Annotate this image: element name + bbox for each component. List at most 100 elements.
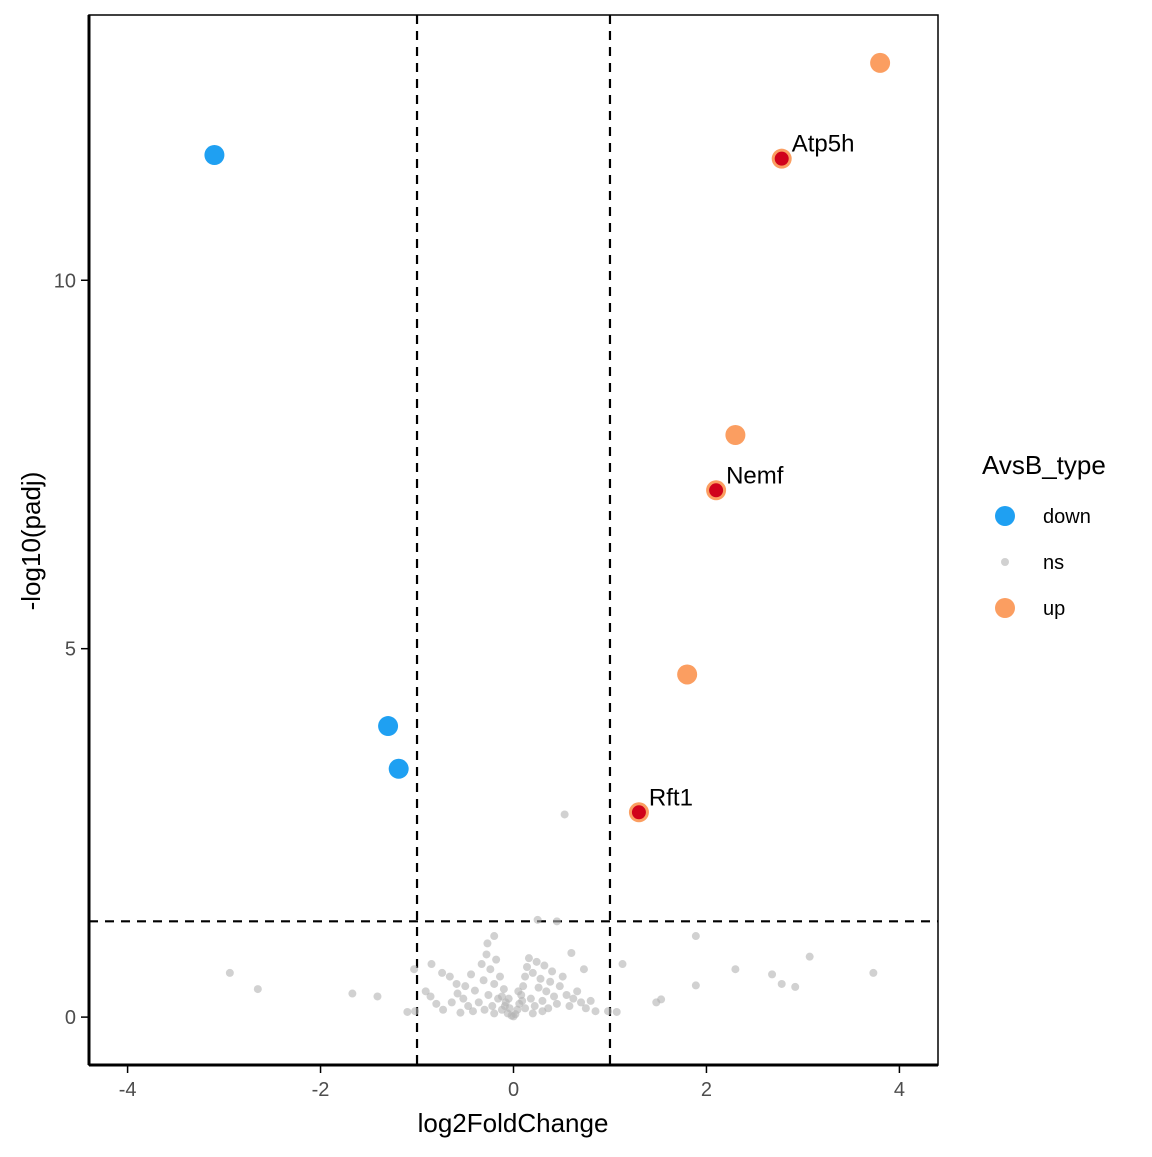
plot-panel-border [88, 14, 939, 1066]
data-point-ns [805, 952, 814, 961]
data-point-ns [483, 939, 492, 948]
data-point-ns [447, 998, 456, 1007]
data-point-ns [490, 979, 499, 988]
data-point-ns [514, 987, 523, 996]
legend-label-down: down [1043, 506, 1091, 528]
x-tick-label: 0 [508, 1079, 519, 1101]
data-point-ns [482, 950, 491, 959]
data-point-up [677, 664, 698, 685]
data-point-ns [439, 1005, 448, 1014]
data-point-ns [777, 979, 786, 988]
data-point-ns [618, 960, 627, 969]
legend-label-up: up [1043, 598, 1065, 620]
data-point-ns [791, 982, 800, 991]
data-point-ns [480, 1005, 489, 1014]
legend-title: AvsB_type [982, 450, 1106, 480]
data-point-ns [504, 994, 513, 1003]
data-point-ns [581, 1004, 590, 1013]
data-point-ns [225, 968, 234, 977]
data-point-ns [591, 1007, 600, 1016]
data-point-ns [533, 915, 542, 924]
data-point-ns [521, 1004, 530, 1013]
data-point-ns [869, 968, 878, 977]
data-point-ns [612, 1007, 621, 1016]
plot-area: Atp5h Nemf Rft1 [89, 15, 938, 1065]
data-point-ns [518, 996, 527, 1005]
highlight-point [709, 483, 724, 498]
data-point-ns [523, 963, 532, 971]
data-point-ns [470, 986, 479, 995]
data-point-ns [477, 960, 486, 969]
data-point-ns [555, 982, 564, 991]
data-point-ns [467, 970, 476, 979]
data-point-ns [542, 987, 551, 996]
data-point-ns [421, 987, 430, 996]
data-point-ns [492, 955, 501, 964]
data-point-ns [691, 981, 700, 990]
data-point-ns [604, 1007, 613, 1016]
data-point-ns [562, 991, 571, 999]
data-point-ns [573, 987, 582, 996]
x-tick-label: 2 [701, 1079, 712, 1101]
data-point-ns [546, 977, 555, 986]
data-point-ns [528, 968, 537, 977]
data-point-ns [490, 932, 499, 941]
data-point-ns [552, 999, 561, 1008]
data-point-ns [500, 1002, 509, 1011]
data-point-ns [464, 1002, 473, 1011]
data-point-ns [532, 957, 541, 966]
data-point-ns [490, 1009, 499, 1018]
data-point-ns [540, 961, 549, 970]
data-point-ns [461, 982, 470, 991]
data-point-ns [410, 965, 419, 974]
data-point-ns [657, 995, 666, 1004]
data-point-ns [459, 994, 468, 1003]
y-axis-title: -log10(padj) [16, 472, 46, 611]
data-point-ns [548, 967, 557, 976]
data-point-up [725, 425, 746, 445]
data-point-ns [427, 960, 436, 969]
data-point-ns [567, 949, 576, 957]
data-point-ns [526, 994, 535, 1003]
x-tick-label: -2 [312, 1079, 330, 1101]
legend-key-ns [1001, 558, 1009, 566]
data-point-ns [558, 972, 567, 981]
data-point-ns [432, 999, 441, 1008]
y-tick-label: 0 [65, 1007, 76, 1029]
y-tick-label: 10 [54, 270, 76, 292]
legend-label-ns: ns [1043, 552, 1064, 574]
data-point-ns [488, 1002, 497, 1011]
data-point-ns [495, 972, 504, 981]
data-point-ns [403, 1007, 412, 1016]
data-point-ns [456, 1008, 465, 1017]
data-point-down [204, 145, 225, 165]
data-point-ns [560, 810, 569, 819]
data-point-ns [552, 917, 561, 926]
data-point-ns [534, 983, 543, 992]
data-point-ns [691, 932, 700, 941]
data-point-ns [768, 970, 777, 979]
data-point-ns [438, 968, 447, 977]
legend-key-down [995, 506, 1015, 526]
data-point-ns [586, 996, 595, 1005]
data-point-ns [468, 1007, 477, 1016]
x-tick-label: 4 [894, 1079, 905, 1101]
gene-label: Atp5h [792, 131, 855, 158]
gene-label: Rft1 [649, 784, 693, 811]
data-point-up [870, 52, 891, 73]
data-point-ns [479, 976, 488, 985]
data-point-ns [445, 972, 454, 981]
data-point-ns [538, 996, 547, 1005]
data-point-ns [530, 1002, 539, 1011]
data-point-ns [524, 954, 533, 963]
data-point-ns [497, 992, 506, 1001]
x-axis-title: log2FoldChange [418, 1108, 609, 1138]
data-point-ns [579, 965, 588, 974]
data-point-ns [550, 992, 559, 1001]
data-point-ns [411, 1007, 420, 1016]
highlight-point [774, 151, 789, 166]
data-point-ns [565, 1002, 574, 1011]
legend: AvsB_type down ns up [982, 450, 1106, 620]
